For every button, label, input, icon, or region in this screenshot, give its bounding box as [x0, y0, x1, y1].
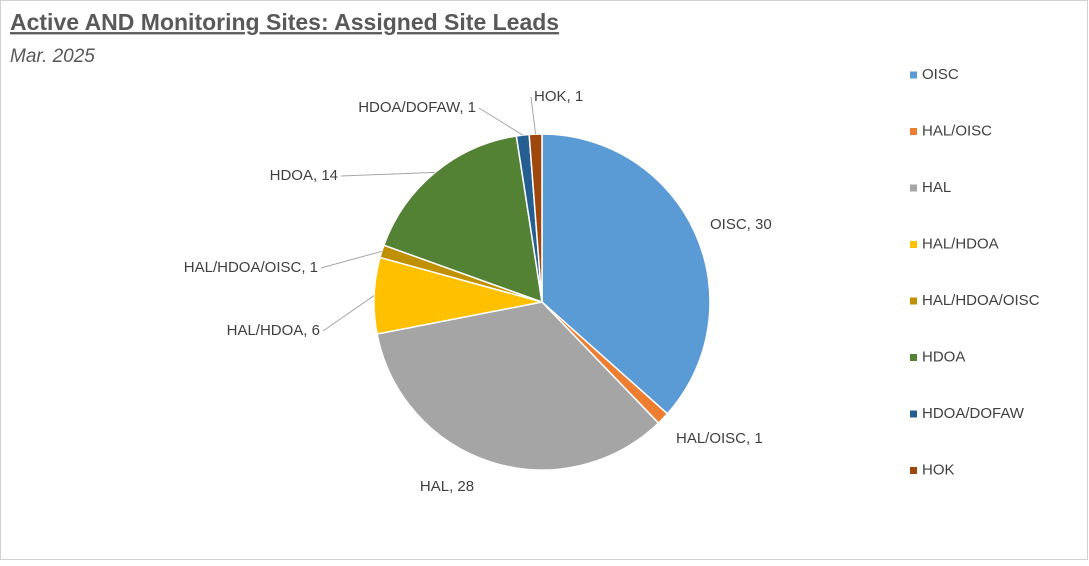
pie-slice	[541, 133, 711, 415]
pie-slice	[382, 135, 543, 304]
data-label: HAL, 28	[420, 478, 474, 495]
legend-label: OISC	[922, 66, 959, 83]
legend-swatch	[910, 128, 917, 135]
legend-label: HAL/HDOA/OISC	[922, 292, 1040, 309]
data-label: OISC, 30	[710, 216, 772, 233]
chart-title: Active AND Monitoring Sites: Assigned Si…	[10, 9, 559, 35]
legend-label: HAL	[922, 179, 951, 196]
data-label: HAL/OISC, 1	[676, 430, 763, 447]
pie-slice	[376, 301, 660, 471]
data-label: HAL/HDOA, 6	[227, 322, 320, 339]
legend-label: HOK	[922, 461, 955, 478]
data-label: HDOA/DOFAW, 1	[358, 99, 476, 116]
legend-swatch	[910, 71, 917, 79]
legend-swatch	[910, 354, 917, 361]
leader-line	[530, 96, 537, 135]
legend-swatch	[910, 297, 917, 305]
legend-label: HAL/HDOA	[922, 235, 999, 252]
pie-slice	[528, 133, 543, 303]
data-label: HDOA, 14	[270, 167, 338, 184]
legend-label: HAL/OISC	[922, 122, 992, 139]
legend-swatch	[910, 241, 917, 248]
legend-swatch	[910, 410, 917, 418]
leader-line	[340, 171, 436, 177]
legend-label: HDOA	[922, 348, 965, 365]
data-label: HAL/HDOA/OISC, 1	[184, 259, 318, 276]
leader-line	[478, 107, 523, 136]
leader-line	[320, 250, 382, 269]
leader-line	[322, 295, 375, 332]
legend-swatch	[910, 184, 917, 192]
legend-swatch	[910, 467, 917, 474]
legend-label: HDOA/DOFAW	[922, 405, 1025, 422]
chart-subtitle: Mar. 2025	[10, 46, 95, 67]
data-label: HOK, 1	[534, 88, 583, 105]
